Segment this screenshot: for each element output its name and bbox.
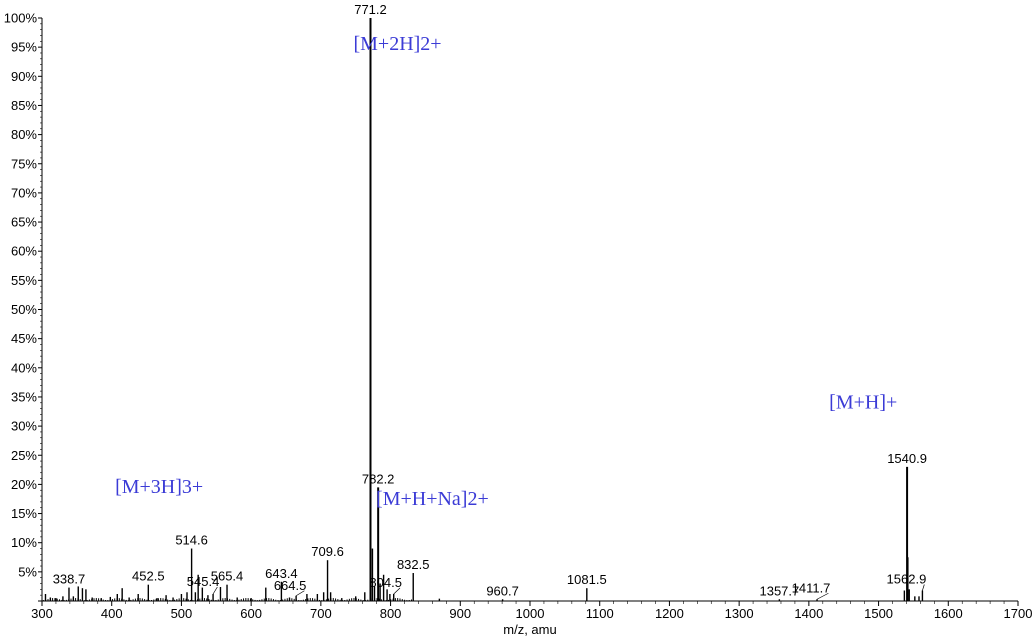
- labels-layer: 771.2 782.2 1540.9 514.6 709.6 832.5 338.7 452.…: [53, 2, 927, 600]
- x-tick-label: 1200: [655, 606, 684, 621]
- y-tick-label: 100%: [4, 11, 38, 26]
- peak-label-leader: [922, 584, 925, 591]
- y-tick-label: 40%: [11, 360, 37, 375]
- y-tick-label: 70%: [11, 185, 37, 200]
- y-tick-label: 85%: [11, 98, 37, 113]
- peak-label: 1562.9: [887, 572, 927, 587]
- x-tick-label: 1600: [934, 606, 963, 621]
- y-tick-label: 90%: [11, 69, 37, 84]
- peak-label: 1411.7: [792, 580, 831, 595]
- peak-label: 565.4: [211, 569, 244, 584]
- x-tick-label: 900: [449, 606, 471, 621]
- x-tick-label: 1400: [794, 606, 823, 621]
- peaks-layer: [42, 18, 924, 601]
- x-tick-label: 1700: [1004, 606, 1033, 621]
- y-tick-label: 25%: [11, 448, 37, 463]
- peak-label-leader: [212, 586, 218, 595]
- peak-label: 545.4: [187, 574, 220, 589]
- y-tick-label: 80%: [11, 127, 37, 142]
- y-tick-label: 10%: [11, 535, 37, 550]
- peak-label: 1540.9: [887, 451, 927, 466]
- x-axis-title: m/z, amu: [503, 622, 556, 637]
- peak-label: 804.5: [369, 575, 402, 590]
- y-tick-label: 35%: [11, 389, 37, 404]
- x-tick-label: 1300: [725, 606, 754, 621]
- y-tick-label: 15%: [11, 506, 37, 521]
- x-tick-label: 700: [310, 606, 332, 621]
- x-tick-label: 800: [380, 606, 402, 621]
- peak-label: 514.6: [175, 533, 208, 548]
- y-tick-label: 45%: [11, 331, 37, 346]
- peak-label: 1357.7: [759, 583, 799, 598]
- x-tick-label: 1000: [516, 606, 545, 621]
- ion-annotation: [M+H+Na]2+: [376, 488, 489, 510]
- peak-label: 771.2: [354, 2, 387, 17]
- y-tick-label: 75%: [11, 156, 37, 171]
- x-tick-label: 600: [240, 606, 262, 621]
- axes-layer: 5% 10% 15% 20% 25% 30% 35% 40% 45% 50% 55% 60% 65% 70…: [4, 11, 1033, 622]
- x-tick-label: 300: [31, 606, 53, 621]
- peak-label: 643.4: [265, 566, 298, 581]
- y-tick-label: 20%: [11, 477, 37, 492]
- peak-label: 832.5: [397, 557, 430, 572]
- peak-label: 452.5: [132, 569, 165, 584]
- ion-annotation: [M+3H]3+: [115, 476, 203, 498]
- y-tick-label: 55%: [11, 273, 37, 288]
- y-tick-label: 95%: [11, 40, 37, 55]
- peak-label: 960.7: [486, 583, 519, 598]
- peak-label: 338.7: [53, 572, 86, 587]
- y-tick-label: 5%: [18, 564, 37, 579]
- peak-label: 664.5: [274, 578, 307, 593]
- x-tick-label: 500: [171, 606, 193, 621]
- y-tick-label: 50%: [11, 302, 37, 317]
- ion-annotation: [M+2H]2+: [353, 33, 441, 55]
- y-tick-label: 65%: [11, 215, 37, 230]
- peak-label: 1081.5: [567, 572, 607, 587]
- peak-label: 782.2: [362, 471, 395, 486]
- peak-label-leader: [393, 587, 401, 595]
- peak-label-leader: [816, 592, 829, 600]
- y-tick-label: 60%: [11, 244, 37, 259]
- y-tick-label: 30%: [11, 419, 37, 434]
- x-tick-label: 1100: [586, 606, 614, 621]
- x-tick-label: 1500: [864, 606, 893, 621]
- peak-label-leader: [295, 590, 305, 597]
- ion-annotation: [M+H]+: [829, 392, 897, 414]
- peak-label: 709.6: [311, 544, 344, 559]
- x-tick-label: 400: [101, 606, 123, 621]
